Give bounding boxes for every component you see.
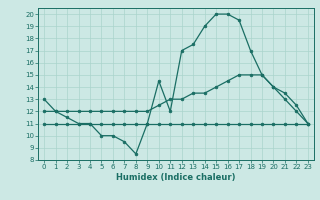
X-axis label: Humidex (Indice chaleur): Humidex (Indice chaleur) [116, 173, 236, 182]
